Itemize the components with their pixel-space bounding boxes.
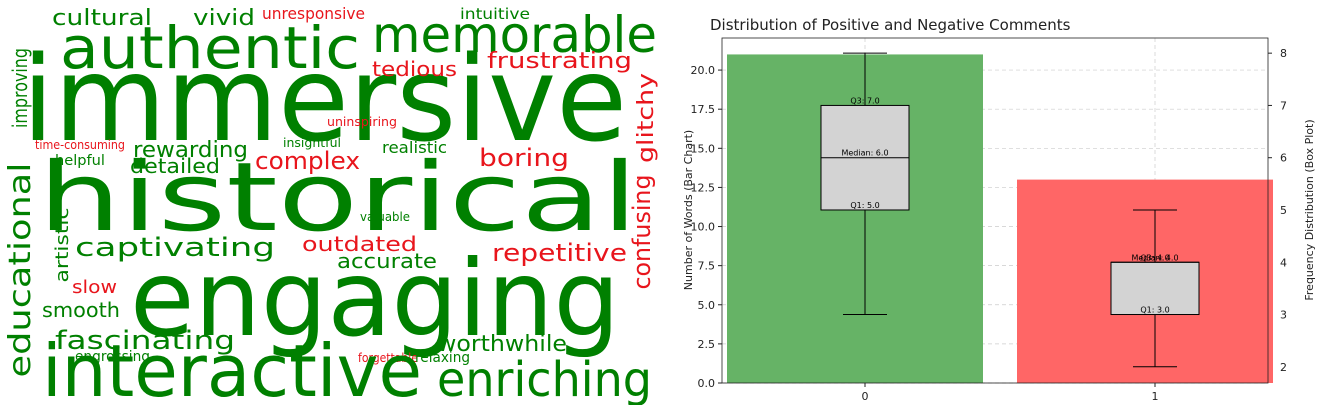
word: engaging xyxy=(130,238,620,360)
word: slow xyxy=(72,277,117,298)
word: captivating xyxy=(75,233,275,263)
word: immersive xyxy=(22,30,627,168)
word: valuable xyxy=(360,210,410,224)
word: realistic xyxy=(382,138,447,157)
word: intuitive xyxy=(460,5,530,23)
word: educational xyxy=(3,163,38,378)
y-tick-label: 10.0 xyxy=(691,221,716,234)
word: historical xyxy=(38,143,638,253)
word: confusing xyxy=(628,175,656,290)
word: interactive xyxy=(42,329,422,405)
word: complex xyxy=(255,147,360,175)
word: tedious xyxy=(372,57,457,81)
word: insightful xyxy=(283,136,341,150)
word: uninspiring xyxy=(327,115,397,129)
box xyxy=(1110,261,1200,316)
word: detailed xyxy=(130,154,220,178)
word: fascinating xyxy=(55,326,235,356)
y2-tick-label: 8 xyxy=(1280,47,1287,60)
word: glitchy xyxy=(634,73,659,163)
y-tick-label: 20.0 xyxy=(691,64,716,77)
word: cultural xyxy=(52,6,152,31)
y2-tick-label: 3 xyxy=(1280,309,1287,322)
x-tick-label: 0 xyxy=(862,390,869,403)
word: memorable xyxy=(372,6,657,64)
word: relaxing xyxy=(415,350,470,366)
word: unresponsive xyxy=(262,4,365,23)
word: forgettable xyxy=(358,351,418,365)
y-tick-label: 7.5 xyxy=(698,260,716,273)
x-tick-label: 1 xyxy=(1152,390,1159,403)
word: vivid xyxy=(193,6,255,31)
chart-title: Distribution of Positive and Negative Co… xyxy=(710,16,1071,34)
word: time-consuming xyxy=(35,138,125,152)
q3-label: Q3: 7.0 xyxy=(850,96,879,105)
y-tick-label: 17.5 xyxy=(691,103,716,116)
y-tick-label: 2.5 xyxy=(698,338,716,351)
word: worthwhile xyxy=(437,332,567,357)
word: smooth xyxy=(42,298,120,322)
median-label: Median: 6.0 xyxy=(841,149,888,158)
word: artistic xyxy=(52,208,73,283)
word: improving xyxy=(8,48,32,128)
y-axis-label: Number of Words (Bar Chart) xyxy=(682,130,695,290)
word: repetitive xyxy=(492,239,627,267)
q1-label: Q1: 3.0 xyxy=(1140,306,1169,315)
word: helpful xyxy=(55,153,105,169)
y2-tick-label: 5 xyxy=(1280,204,1287,217)
y-tick-label: 12.5 xyxy=(691,181,716,194)
median-label: Median: 4.0 xyxy=(1131,253,1178,262)
y-tick-label: 15.0 xyxy=(691,142,716,155)
word: authentic xyxy=(60,14,360,82)
plot-frame xyxy=(721,37,1269,384)
q1-label: Q1: 5.0 xyxy=(850,201,879,210)
word: accurate xyxy=(337,249,437,273)
word: engrossing xyxy=(75,349,150,365)
word: rewarding xyxy=(133,138,248,163)
y-tick-label: 0.0 xyxy=(698,377,716,390)
word: boring xyxy=(479,144,569,172)
y2-axis-label: Frequency Distribution (Box Plot) xyxy=(1303,119,1316,300)
y-tick-label: 5.0 xyxy=(698,299,716,312)
word: enriching xyxy=(437,352,652,405)
y2-tick-label: 6 xyxy=(1280,152,1287,165)
word: outdated xyxy=(302,232,417,256)
y2-tick-label: 2 xyxy=(1280,361,1287,374)
word: frustrating xyxy=(487,49,632,74)
y2-tick-label: 4 xyxy=(1280,256,1287,269)
y2-tick-label: 7 xyxy=(1280,99,1287,112)
q3-label: Q3: 4.0 xyxy=(1140,253,1169,262)
